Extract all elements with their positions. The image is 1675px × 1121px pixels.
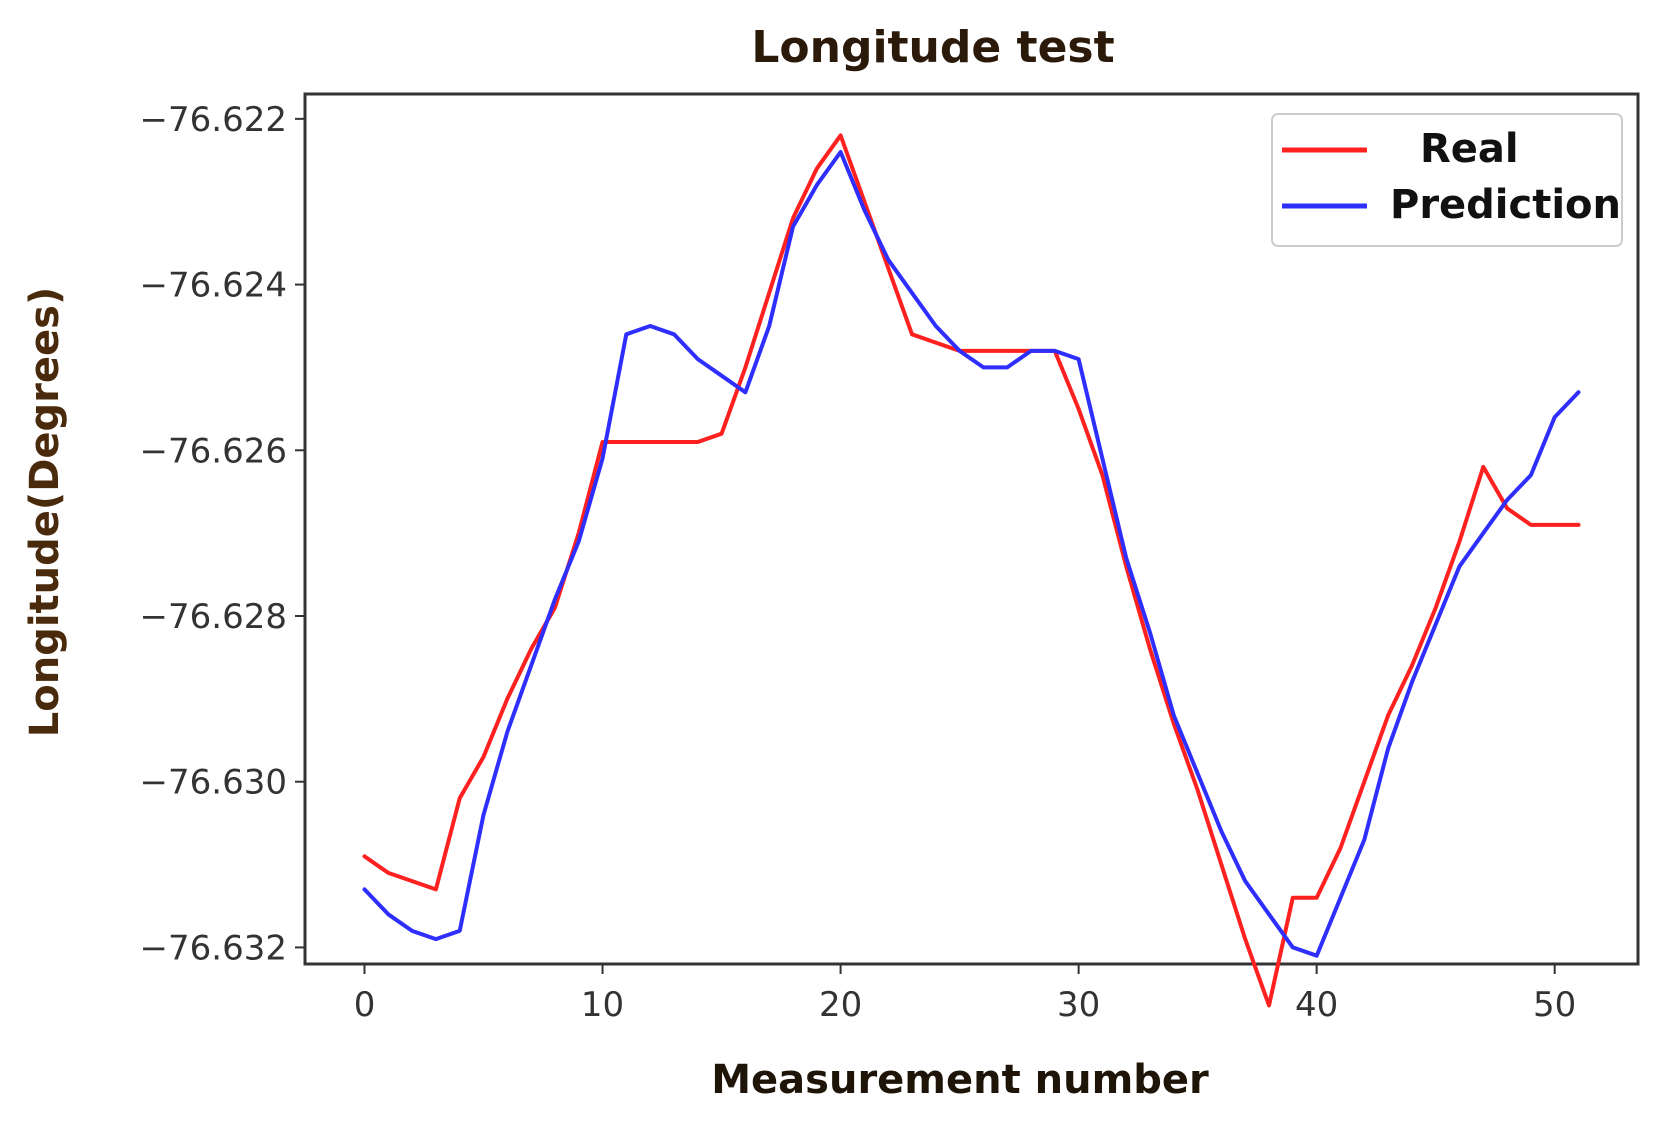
x-axis: 0 10 20 30 40 50 [354, 964, 1576, 1025]
x-axis-label: Measurement number [711, 1057, 1209, 1103]
y-tick-label: −76.624 [140, 266, 287, 306]
x-tick-label: 10 [581, 985, 624, 1025]
chart-title: Longitude test [751, 22, 1114, 73]
series-line-prediction [362, 150, 1581, 958]
legend-label-prediction: Prediction [1390, 182, 1621, 228]
legend: Real Prediction [1271, 113, 1623, 247]
x-tick-label: 50 [1533, 985, 1576, 1025]
x-tick-label: 30 [1057, 985, 1100, 1025]
legend-label-real: Real [1420, 126, 1519, 172]
y-tick-label: −76.626 [140, 431, 287, 471]
legend-box [1271, 113, 1623, 247]
y-tick-label: −76.628 [140, 597, 287, 637]
y-tick-label: −76.622 [140, 100, 287, 140]
x-tick-label: 40 [1295, 985, 1338, 1025]
y-tick-label: −76.630 [140, 763, 287, 803]
x-tick-label: 0 [354, 985, 376, 1025]
y-tick-label: −76.632 [140, 928, 287, 968]
y-axis: −76.622 −76.624 −76.626 −76.628 −76.630 −76.6… [140, 100, 305, 968]
series-lines [362, 133, 1581, 1008]
x-tick-label: 20 [819, 985, 862, 1025]
y-axis-label: Longitude(Degrees) [22, 287, 68, 737]
